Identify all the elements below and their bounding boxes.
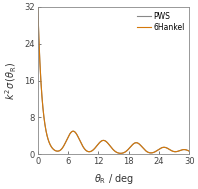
PWS bbox=[101, 139, 104, 142]
Legend: PWS, 6Hankel: PWS, 6Hankel bbox=[134, 9, 188, 35]
Line: 6Hankel: 6Hankel bbox=[38, 7, 189, 153]
PWS bbox=[119, 152, 122, 154]
X-axis label: $\theta_\mathrm{R}$ / deg: $\theta_\mathrm{R}$ / deg bbox=[93, 172, 133, 186]
PWS bbox=[169, 149, 171, 151]
PWS bbox=[54, 149, 56, 152]
6Hankel bbox=[119, 152, 122, 154]
6Hankel bbox=[95, 146, 97, 148]
Line: PWS: PWS bbox=[38, 7, 189, 153]
6Hankel bbox=[185, 149, 188, 151]
PWS bbox=[185, 149, 188, 151]
6Hankel bbox=[169, 149, 171, 151]
PWS bbox=[37, 6, 39, 8]
Y-axis label: $k^2\sigma\,(\theta_\mathrm{R})$: $k^2\sigma\,(\theta_\mathrm{R})$ bbox=[4, 61, 19, 100]
6Hankel bbox=[54, 149, 56, 152]
PWS bbox=[63, 144, 65, 146]
6Hankel bbox=[188, 150, 190, 152]
6Hankel bbox=[37, 6, 39, 8]
6Hankel bbox=[101, 139, 104, 142]
6Hankel bbox=[63, 144, 65, 146]
PWS bbox=[188, 150, 190, 152]
PWS bbox=[95, 146, 97, 148]
